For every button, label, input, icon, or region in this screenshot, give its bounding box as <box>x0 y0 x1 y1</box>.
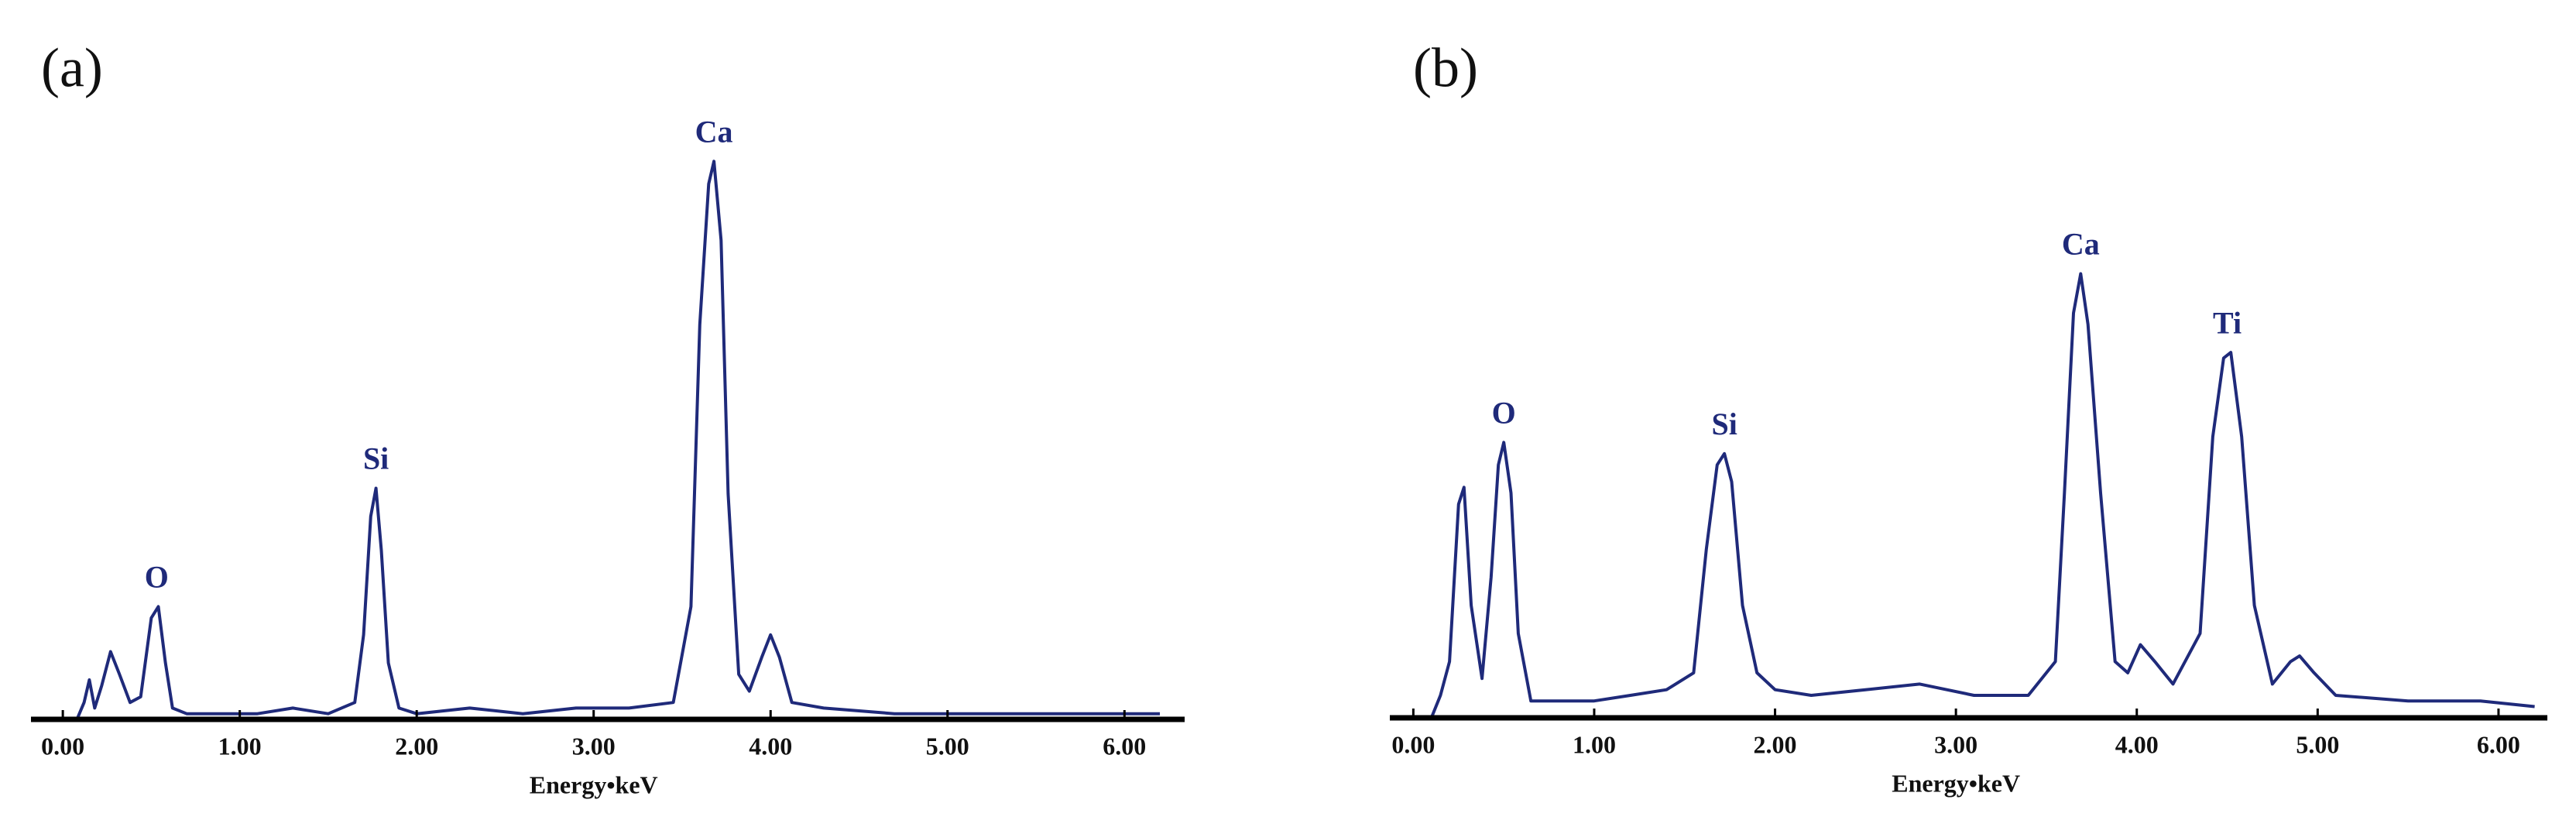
x-tick-label: 5.00 <box>2296 730 2339 758</box>
x-tick-label: 5.00 <box>926 732 969 760</box>
x-axis-title: Energy•keV <box>1892 769 2020 797</box>
x-tick-label: 2.00 <box>395 732 438 760</box>
spectrum-line <box>1429 272 2535 719</box>
x-tick-label: 3.00 <box>1934 730 1977 758</box>
x-tick-label: 1.00 <box>218 732 262 760</box>
x-axis-title: Energy•keV <box>530 770 658 798</box>
peak-label: Ca <box>2062 227 2100 262</box>
peak-label: Ca <box>695 114 733 149</box>
x-tick-label: 0.00 <box>41 732 84 760</box>
peak-label: O <box>145 560 169 595</box>
x-tick-label: 1.00 <box>1573 730 1616 758</box>
x-tick-label: 4.00 <box>749 732 792 760</box>
x-tick-label: 3.00 <box>572 732 616 760</box>
x-tick-label: 6.00 <box>1103 732 1146 760</box>
spectrum-line <box>75 160 1160 720</box>
panel-label: (a) <box>41 37 103 99</box>
x-tick-label: 4.00 <box>2115 730 2159 758</box>
x-tick-label: 6.00 <box>2477 730 2520 758</box>
peak-label: Si <box>1711 407 1737 441</box>
peak-label: Si <box>363 441 389 476</box>
x-tick-label: 2.00 <box>1754 730 1797 758</box>
x-tick-label: 0.00 <box>1391 730 1435 758</box>
panel-label: (b) <box>1413 37 1478 99</box>
peak-label: O <box>1492 395 1516 430</box>
peak-label: Ti <box>2213 305 2242 340</box>
